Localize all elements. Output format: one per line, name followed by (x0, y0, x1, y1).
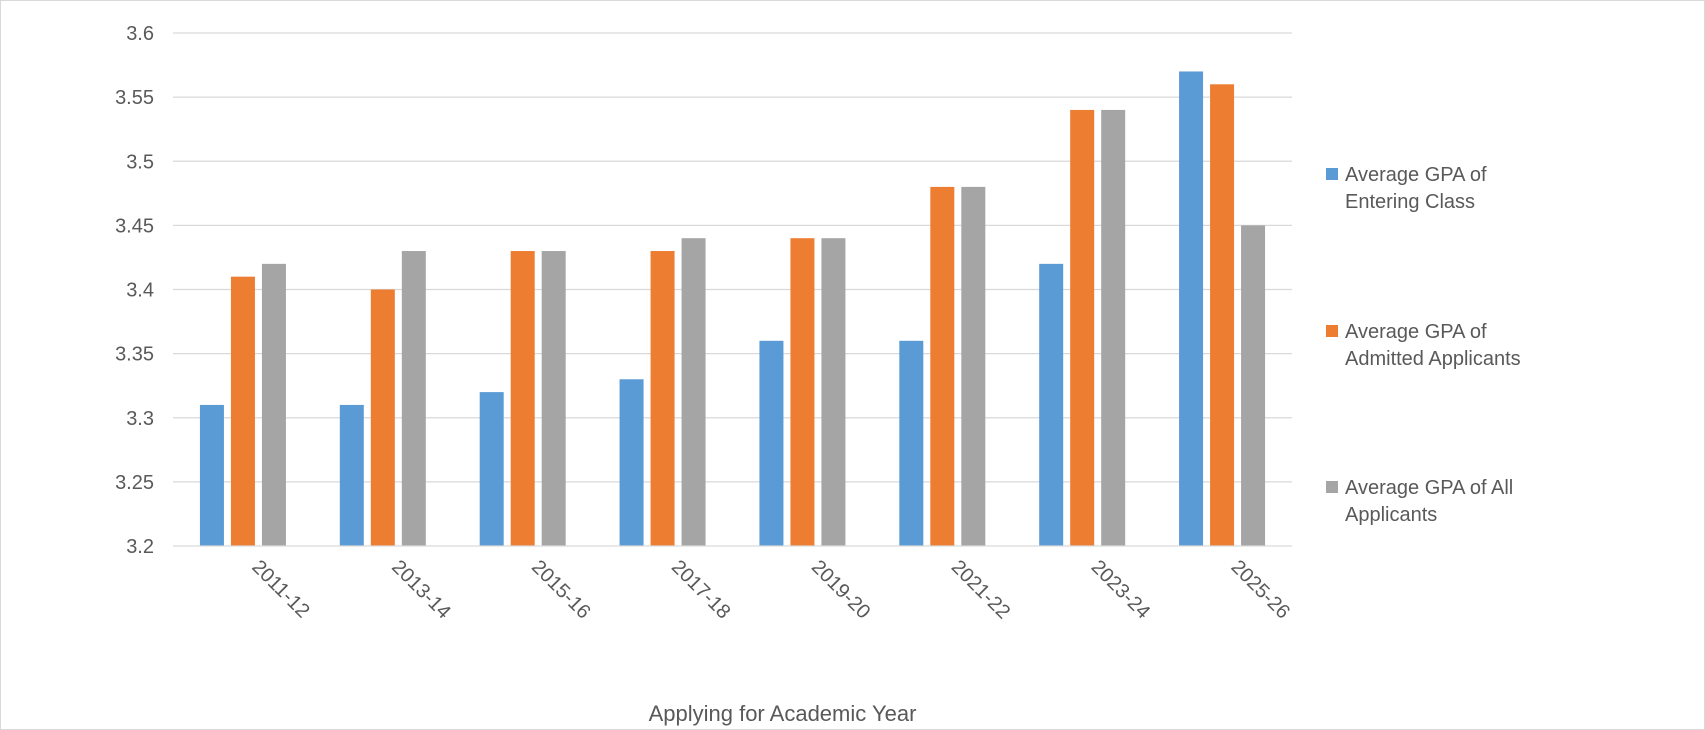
legend-swatch (1326, 481, 1338, 493)
x-axis-tick-labels: 2011-12 2013-14 2015-16 2017-18 2019-20 2021-… (247, 556, 1294, 623)
bar-all-applicants-2025-26 (1241, 225, 1266, 546)
bar-all-applicants-2023-24 (1101, 109, 1126, 546)
y-tick-label: 3.55 (115, 87, 154, 109)
bars (199, 71, 1266, 547)
legend: Average GPA of Entering Class Average GPA … (1326, 164, 1521, 526)
x-tick-label: 2015-16 (527, 556, 594, 623)
x-axis-title: Applying for Academic Year (649, 701, 917, 726)
x-tick-label: 2019-20 (807, 556, 874, 623)
bar-entering-class-2021-22 (899, 340, 924, 546)
y-tick-label: 3.25 (115, 472, 154, 494)
y-tick-label: 3.6 (126, 23, 154, 45)
legend-label: Entering Class (1345, 191, 1475, 213)
legend-label: Average GPA of (1345, 321, 1487, 343)
bar-entering-class-2019-20 (759, 340, 784, 546)
bar-all-applicants-2015-16 (541, 251, 566, 546)
y-tick-label: 3.45 (115, 215, 154, 237)
bar-admitted-applicants-2021-22 (930, 186, 955, 546)
bar-all-applicants-2019-20 (821, 238, 846, 546)
y-tick-label: 3.2 (126, 536, 154, 558)
legend-swatch (1326, 168, 1338, 180)
y-tick-label: 3.3 (126, 408, 154, 430)
bar-admitted-applicants-2023-24 (1070, 109, 1095, 546)
x-tick-label: 2021-22 (947, 556, 1014, 623)
bar-entering-class-2013-14 (339, 404, 364, 546)
y-tick-label: 3.4 (126, 280, 154, 302)
bar-admitted-applicants-2011-12 (230, 276, 255, 546)
bar-entering-class-2023-24 (1039, 263, 1064, 546)
y-tick-label: 3.35 (115, 344, 154, 366)
x-tick-label: 2013-14 (387, 556, 454, 623)
x-tick-label: 2025-26 (1227, 556, 1294, 623)
legend-label: Average GPA of All (1345, 477, 1513, 499)
legend-label: Applicants (1345, 504, 1437, 526)
bar-entering-class-2017-18 (619, 379, 644, 546)
bar-admitted-applicants-2017-18 (650, 251, 675, 546)
x-tick-label: 2017-18 (667, 556, 734, 623)
x-tick-label: 2011-12 (247, 556, 313, 622)
x-tick-label: 2023-24 (1087, 556, 1154, 623)
bar-entering-class-2025-26 (1179, 71, 1204, 546)
bar-all-applicants-2013-14 (401, 251, 426, 546)
bar-entering-class-2011-12 (199, 404, 224, 546)
bar-all-applicants-2011-12 (261, 263, 286, 546)
legend-swatch (1326, 325, 1338, 337)
bar-entering-class-2015-16 (479, 392, 504, 546)
bar-all-applicants-2017-18 (681, 238, 706, 546)
bar-admitted-applicants-2013-14 (370, 289, 395, 546)
y-tick-label: 3.5 (126, 151, 154, 173)
bar-admitted-applicants-2025-26 (1210, 84, 1235, 547)
bar-all-applicants-2021-22 (961, 186, 986, 546)
legend-label: Average GPA of (1345, 164, 1487, 186)
bar-admitted-applicants-2019-20 (790, 238, 815, 546)
y-axis-tick-labels: 3.2 3.25 3.3 3.35 3.4 3.45 3.5 3.55 3.6 (115, 23, 154, 558)
bar-admitted-applicants-2015-16 (510, 251, 535, 546)
legend-label: Admitted Applicants (1345, 348, 1521, 370)
